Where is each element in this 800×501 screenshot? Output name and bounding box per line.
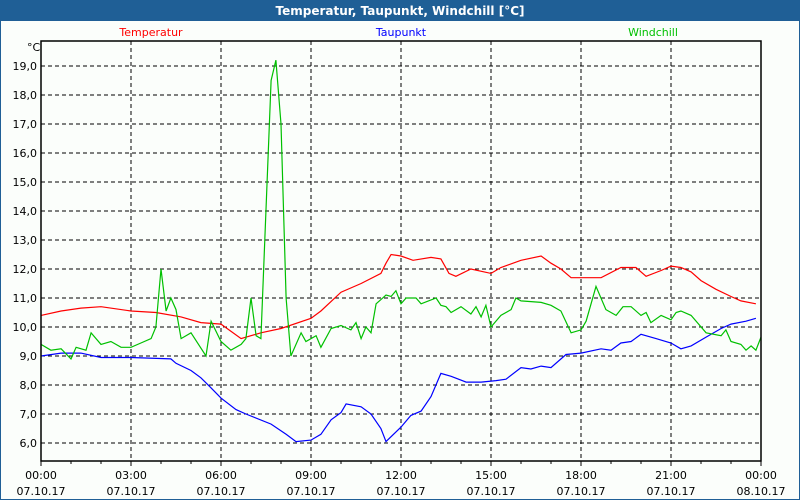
y-tick-label: 10,0 [13, 321, 38, 334]
x-tick-time: 00:00 [25, 469, 57, 482]
legend-windchill: Windchill [628, 26, 678, 39]
x-tick-date: 07.10.17 [647, 485, 696, 498]
x-tick-date: 07.10.17 [17, 485, 66, 498]
x-tick-date: 07.10.17 [467, 485, 516, 498]
y-tick-label: 13,0 [13, 234, 38, 247]
x-tick-date: 07.10.17 [557, 485, 606, 498]
y-tick-label: 16,0 [13, 147, 38, 160]
y-tick-label: 14,0 [13, 205, 38, 218]
y-tick-label: 18,0 [13, 89, 38, 102]
x-tick-date: 07.10.17 [287, 485, 336, 498]
axis-ticks: 6,0 7,0 8,0 9,0 10,0 11,0 12,0 13,0 14,0 15,0 16,0… [13, 60, 786, 498]
grid [41, 41, 761, 461]
y-tick-label: 19,0 [13, 60, 38, 73]
y-tick-label: 7,0 [20, 408, 38, 421]
x-tick-time: 00:00 [745, 469, 777, 482]
x-tick-time: 09:00 [295, 469, 327, 482]
y-tick-label: 8,0 [20, 379, 38, 392]
y-axis-unit: °C [27, 41, 41, 54]
y-tick-label: 6,0 [20, 437, 38, 450]
y-tick-label: 12,0 [13, 263, 38, 276]
series-lines [40, 60, 762, 443]
legend-taupunkt: Taupunkt [375, 26, 427, 39]
x-tick-date: 07.10.17 [107, 485, 156, 498]
series-line-taupunkt [40, 317, 757, 443]
x-tick-time: 18:00 [565, 469, 597, 482]
x-tick-date: 08.10.17 [737, 485, 786, 498]
x-tick-time: 03:00 [115, 469, 147, 482]
legend-temperatur: Temperatur [118, 26, 183, 39]
y-tick-label: 17,0 [13, 118, 38, 131]
x-tick-date: 07.10.17 [377, 485, 426, 498]
x-tick-time: 21:00 [655, 469, 687, 482]
y-tick-label: 11,0 [13, 292, 38, 305]
x-tick-date: 07.10.17 [197, 485, 246, 498]
x-tick-time: 06:00 [205, 469, 237, 482]
window-title: Temperatur, Taupunkt, Windchill [°C] [1, 1, 799, 21]
y-tick-label: 9,0 [20, 350, 38, 363]
legend: Temperatur Taupunkt Windchill [118, 26, 678, 39]
x-tick-time: 15:00 [475, 469, 507, 482]
y-tick-label: 15,0 [13, 176, 38, 189]
series-line-windchill [40, 60, 762, 360]
x-tick-time: 12:00 [385, 469, 417, 482]
